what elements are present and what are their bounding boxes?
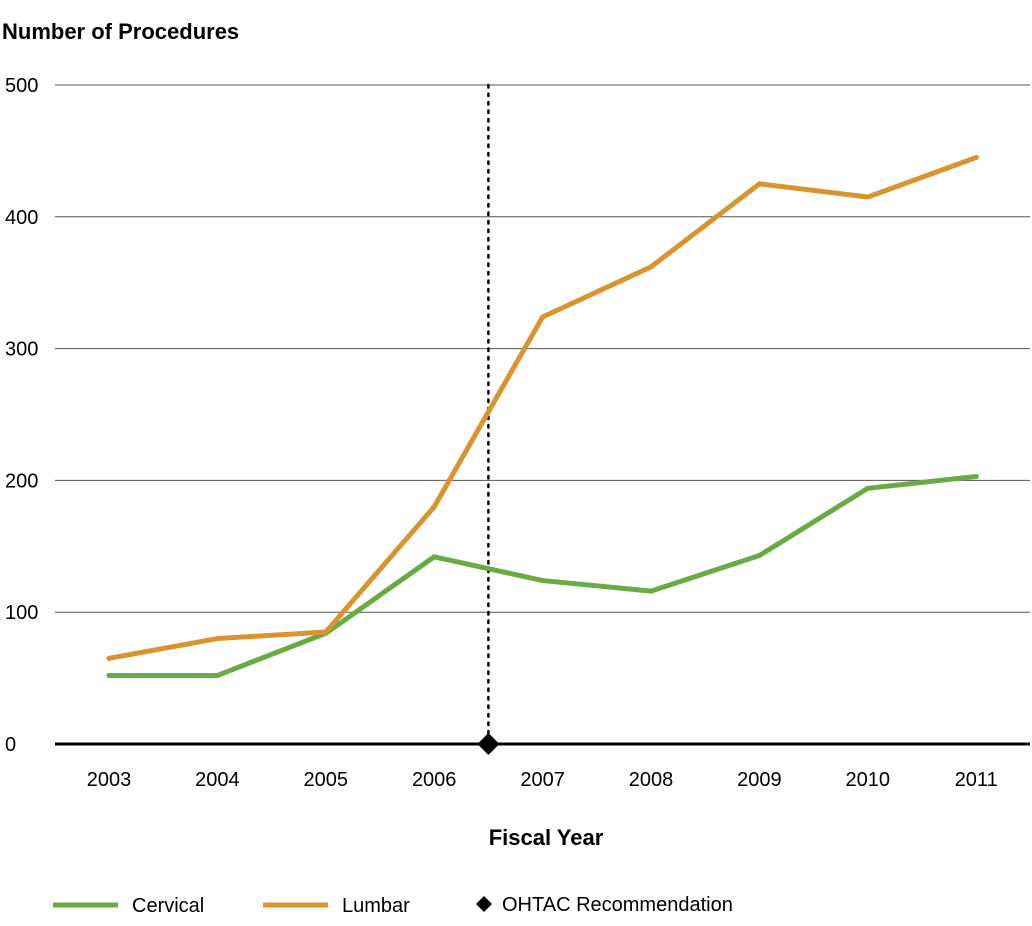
series-lumbar xyxy=(106,154,979,661)
y-tick-label: 200 xyxy=(5,470,38,492)
x-tick-label: 2004 xyxy=(195,769,240,791)
y-tick-label: 400 xyxy=(5,207,38,229)
legend-item-cervical: Cervical xyxy=(53,895,204,917)
y-axis-title: Number of Procedures xyxy=(2,19,239,44)
ohtac-diamond-marker xyxy=(477,733,500,755)
data-point xyxy=(106,672,112,678)
x-tick-label: 2008 xyxy=(629,769,674,791)
data-point xyxy=(431,554,437,560)
legend: Cervical Lumbar OHTAC Recommendation xyxy=(53,894,733,917)
data-point xyxy=(106,655,112,661)
x-tick-label: 2011 xyxy=(955,769,998,791)
y-tick-label: 0 xyxy=(5,734,16,756)
series-lines xyxy=(106,154,979,678)
data-point xyxy=(756,181,762,187)
legend-item-ohtac: OHTAC Recommendation xyxy=(476,894,733,916)
legend-item-lumbar: Lumbar xyxy=(263,895,410,917)
data-point xyxy=(865,485,871,491)
legend-label: Lumbar xyxy=(342,895,410,917)
x-axis-title: Fiscal Year xyxy=(489,825,604,850)
x-tick-label: 2006 xyxy=(412,769,457,791)
x-tick-label: 2010 xyxy=(846,769,891,791)
y-axis-ticks: 0 100 200 300 400 500 xyxy=(5,75,38,756)
x-tick-label: 2003 xyxy=(87,769,132,791)
ohtac-annotation xyxy=(477,83,500,755)
data-point xyxy=(648,588,654,594)
x-axis-ticks: 2003 2004 2005 2006 2007 2008 2009 2010 2011 xyxy=(87,769,998,791)
x-tick-label: 2005 xyxy=(304,769,349,791)
y-tick-label: 500 xyxy=(5,75,38,97)
data-point xyxy=(973,473,979,479)
legend-label: Cervical xyxy=(132,895,204,917)
data-point xyxy=(540,578,546,584)
data-point xyxy=(865,194,871,200)
legend-diamond-icon xyxy=(476,896,492,912)
data-point xyxy=(431,504,437,510)
y-tick-label: 100 xyxy=(5,602,38,624)
y-tick-label: 300 xyxy=(5,339,38,361)
legend-label: OHTAC Recommendation xyxy=(502,894,733,916)
series-cervical xyxy=(106,473,979,678)
data-point xyxy=(540,314,546,320)
data-point xyxy=(756,553,762,559)
data-point xyxy=(973,154,979,160)
data-point xyxy=(323,629,329,635)
x-tick-label: 2007 xyxy=(520,769,565,791)
series-line-lumbar xyxy=(106,154,979,661)
series-line-cervical xyxy=(106,473,979,678)
x-tick-label: 2009 xyxy=(737,769,782,791)
data-point xyxy=(648,264,654,270)
gridlines xyxy=(55,84,1030,746)
data-point xyxy=(214,672,220,678)
data-point xyxy=(214,636,220,642)
